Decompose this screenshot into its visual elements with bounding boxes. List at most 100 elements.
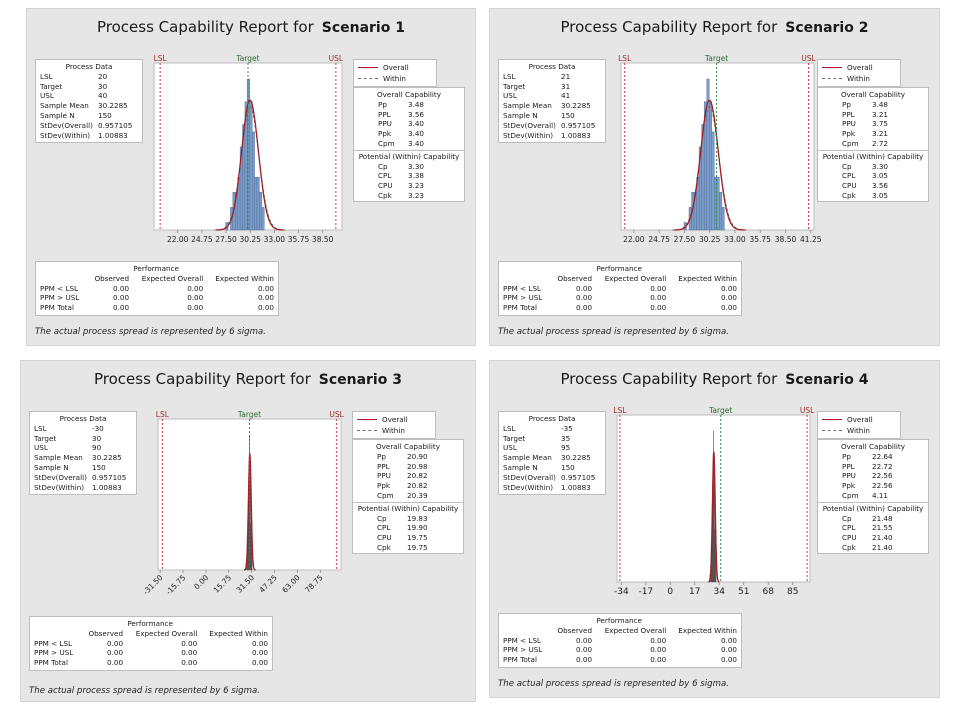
performance-box: Performance Observed Expected Overall Expe…	[35, 261, 279, 316]
legend: Overall Within	[817, 59, 901, 87]
process-data-header: Process Data	[528, 414, 576, 423]
potential-capability-row: Cpk 3.23	[354, 191, 464, 201]
performance-cell: 0.00	[257, 293, 274, 303]
row-label: Sample Mean	[503, 101, 552, 111]
row-label: Cpm	[842, 490, 859, 500]
row-value: 30.2285	[561, 101, 591, 111]
performance-row: PPM Total 0.00 0.00 0.00	[34, 658, 268, 668]
performance-row-label: PPM < LSL	[34, 638, 73, 648]
x-tick-label: 24.75	[191, 235, 213, 244]
process-data-row: StDev(Overall) 0.957105	[503, 473, 601, 483]
row-value: -30	[92, 423, 104, 433]
performance-cell: 0.00	[251, 638, 268, 648]
row-value: 21.48	[872, 513, 893, 523]
performance-cell: 0.00	[720, 655, 737, 665]
report-title: Process Capability Report for Scenario 3	[21, 370, 475, 388]
row-label: StDev(Overall)	[40, 120, 93, 130]
performance-cell: 0.00	[650, 303, 667, 313]
row-value: 21	[561, 71, 571, 81]
legend-item-overall: Overall	[358, 62, 432, 73]
process-data-row: Target 31	[503, 82, 601, 92]
row-label: Cpk	[842, 542, 856, 552]
row-value: 3.56	[872, 181, 889, 191]
row-value: 3.40	[408, 129, 425, 139]
performance-column-header	[40, 274, 87, 284]
performance-box: Performance Observed Expected Overall Expe…	[498, 261, 742, 316]
x-tick-label: 51	[738, 587, 749, 597]
capability-divider	[818, 501, 928, 503]
row-label: Cp	[378, 161, 388, 171]
histogram-bar	[249, 101, 253, 231]
row-label: Cpk	[842, 190, 856, 200]
performance-column-header: Observed	[557, 625, 593, 635]
performance-header: Performance	[127, 619, 173, 628]
process-data-box: Process Data LSL 21 Target 31 USL 41 Sample Me…	[498, 59, 606, 144]
row-value: 1.00883	[92, 482, 122, 492]
x-tick-label: 33.00	[724, 235, 746, 244]
performance-row: PPM < LSL 0.00 0.00 0.00	[40, 284, 274, 294]
row-label: USL	[34, 443, 48, 453]
row-value: 0.957105	[98, 120, 133, 130]
performance-cell: 0.00	[576, 645, 593, 655]
performance-header: Performance	[596, 264, 642, 273]
process-data-row: Sample Mean 30.2285	[503, 101, 601, 111]
performance-row: PPM < LSL 0.00 0.00 0.00	[34, 639, 268, 649]
row-label: StDev(Within)	[40, 130, 91, 140]
overall-capability-row: PPU 3.40	[354, 119, 464, 129]
row-label: Cpm	[377, 490, 394, 500]
row-label: Pp	[378, 99, 387, 109]
histogram-bar	[251, 131, 255, 231]
x-tick-label: 0.00	[192, 573, 210, 591]
performance-table: Performance Observed Expected Overall Expe…	[503, 264, 737, 313]
capability-box: Overall Capability Pp 22.64 PPL 22.72 PPU 22.…	[817, 439, 929, 554]
usl-marker-label: USL	[801, 54, 816, 63]
overall-curve	[674, 99, 745, 231]
performance-cell: 0.00	[650, 283, 667, 293]
performance-cell: 0.00	[650, 645, 667, 655]
row-label: StDev(Overall)	[34, 472, 87, 482]
performance-cell: 0.00	[251, 658, 268, 668]
process-data-row: Sample Mean 30.2285	[40, 101, 138, 111]
row-label: Cpm	[842, 138, 859, 148]
row-label: StDev(Within)	[34, 482, 85, 492]
process-data-row: Sample N 150	[503, 111, 601, 121]
row-value: 19.90	[407, 523, 428, 533]
x-tick-label: -31.50	[141, 573, 165, 597]
row-value: 20.98	[407, 461, 428, 471]
row-value: 19.83	[407, 513, 428, 523]
row-label: Ppk	[378, 129, 392, 139]
row-label: Ppk	[377, 481, 391, 491]
row-label: Cpk	[377, 542, 391, 552]
overall-curve	[244, 452, 256, 571]
row-label: CPU	[378, 181, 393, 191]
legend-within-label: Within	[382, 425, 405, 435]
histogram-svg: LSL Target USL 22.00 24.75 27.50 30.25 33.00 35.…	[618, 54, 822, 244]
row-value: 3.48	[408, 99, 425, 109]
row-value: 3.23	[408, 181, 425, 191]
performance-column-header: Expected Overall	[604, 273, 667, 283]
performance-box: Performance Observed Expected Overall Expe…	[29, 616, 273, 671]
row-label: PPL	[842, 461, 855, 471]
scenario-name: Scenario 3	[318, 372, 402, 388]
process-data-row: StDev(Within) 1.00883	[34, 483, 132, 493]
performance-cell: 0.00	[107, 638, 124, 648]
within-line-swatch	[358, 78, 378, 79]
legend: Overall Within	[817, 411, 901, 439]
title-prefix: Process Capability Report for	[97, 18, 314, 36]
x-tick-label: 24.75	[648, 235, 670, 244]
x-tick-label: 30.25	[239, 235, 261, 244]
row-label: PPL	[842, 109, 855, 119]
potential-capability-row: Cp 3.30	[818, 162, 928, 172]
legend-item-within: Within	[822, 73, 896, 84]
row-label: Pp	[842, 99, 851, 109]
row-value: -35	[561, 423, 573, 433]
performance-row: PPM Total 0.00 0.00 0.00	[40, 303, 274, 313]
performance-row-label: PPM > USL	[34, 648, 74, 658]
title-prefix: Process Capability Report for	[94, 370, 311, 388]
x-tick-label: -15.75	[164, 573, 188, 597]
row-value: 90	[92, 443, 102, 453]
row-value: 0.957105	[561, 472, 596, 482]
x-tick-label: 27.50	[215, 235, 237, 244]
target-marker-label: Target	[708, 406, 732, 415]
process-data-header: Process Data	[528, 62, 576, 71]
